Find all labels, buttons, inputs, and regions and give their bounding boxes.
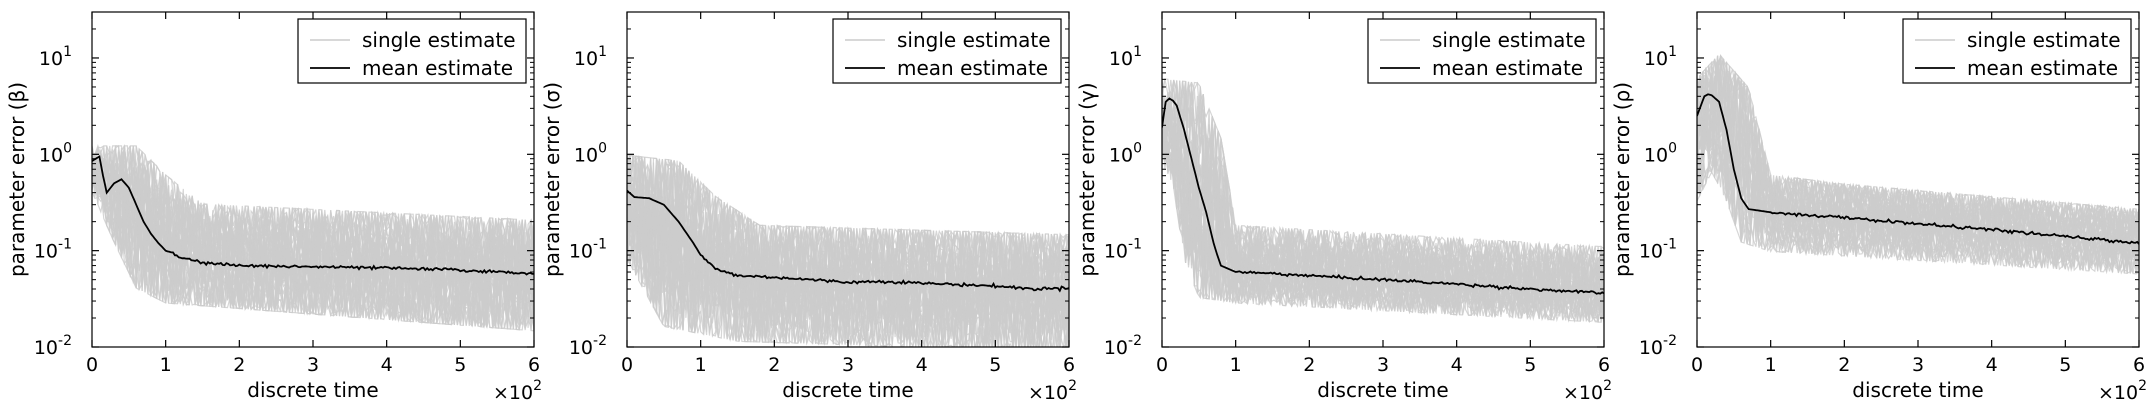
y-axis-label: parameter error (ρ) [1610,82,1634,277]
mean-estimate-line [92,155,534,276]
y-tick-label: 100 [1644,140,1677,166]
x-tick-label: 5 [454,354,466,376]
single-estimate-line [92,165,534,331]
mean-estimate-line [1162,97,1604,295]
x-axis-label: discrete time [1317,378,1448,402]
x-tick-label: 6 [528,354,540,376]
chart-panel: 0 1 2 3 4 5 6 10-2 10-1 100 101 discrete time parame… [1610,11,2147,404]
single-estimate-line [92,145,534,328]
single-estimate-line [1697,134,2139,274]
y-axis-label: parameter error (β) [5,82,29,277]
legend: single estimate mean estimate [1902,18,2132,84]
legend-entry: mean estimate [1432,56,1583,80]
single-estimate-line [92,145,534,297]
single-estimate-traces [92,144,534,332]
x-axis-label: discrete time [247,378,378,402]
single-estimate-line [1162,81,1604,294]
single-estimate-traces [627,153,1069,347]
x-tick-label: 1 [695,354,707,376]
y-tick-label: 10-2 [569,333,607,359]
x-tick-label: 2 [768,354,780,376]
x-tick-label: 5 [989,354,1001,376]
single-estimate-line [627,163,1069,347]
single-estimate-line [92,151,534,313]
y-tick-label: 10-1 [34,237,72,263]
legend-entry: single estimate [362,28,516,52]
single-estimate-line [1697,56,2139,264]
y-tick-label: 10-1 [1639,237,1677,263]
x-tick-label: 1 [1230,354,1242,376]
chart-panel: 0 1 2 3 4 5 6 10-2 10-1 100 101 discrete time parame… [540,11,1077,404]
x-tick-label: 2 [1838,354,1850,376]
x-tick-label: 3 [842,354,854,376]
single-estimate-line [92,153,534,328]
chart-panel: 0 1 2 3 4 5 6 10-2 10-1 100 101 discrete time parame… [1075,11,1612,404]
y-tick-label: 100 [39,140,72,166]
x-tick-label: 6 [2133,354,2145,376]
mean-estimate-line [1697,93,2139,245]
x-tick-label: 6 [1598,354,1610,376]
y-tick-label: 101 [39,44,72,70]
single-estimate-line [1697,108,2139,268]
mean-estimate-line [627,189,1069,293]
y-axis-label: parameter error (γ) [1075,82,1099,276]
x-tick-label: 4 [1986,354,1998,376]
single-estimate-line [627,154,1069,284]
x-tick-label: 2 [1303,354,1315,376]
y-tick-label: 10-2 [34,333,72,359]
x-tick-label: 1 [160,354,172,376]
chart-panel: 0 1 2 3 4 5 6 10-2 10-1 100 101 discrete time parame… [5,11,542,404]
x-axis-label: discrete time [1852,378,1983,402]
single-estimate-line [627,207,1069,347]
single-estimate-line [1697,134,2139,267]
single-estimate-traces [1162,78,1604,324]
x-tick-label: 2 [233,354,245,376]
x-tick-label: 0 [86,354,98,376]
x-axis-label: discrete time [782,378,913,402]
y-tick-label: 101 [1644,44,1677,70]
x-tick-label: 4 [916,354,928,376]
x-tick-label: 3 [1377,354,1389,376]
legend-entry: mean estimate [897,56,1048,80]
y-tick-label: 100 [1109,140,1142,166]
single-estimate-line [1162,112,1604,308]
legend: single estimate mean estimate [1367,18,1597,84]
x-multiplier-label: ×102 [1028,378,1077,404]
y-tick-label: 10-2 [1104,333,1142,359]
y-tick-label: 10-1 [1104,237,1142,263]
legend-entry: single estimate [1967,28,2121,52]
x-tick-label: 3 [1912,354,1924,376]
x-tick-label: 5 [2059,354,2071,376]
single-estimate-line [1162,79,1604,295]
y-tick-label: 10-1 [569,237,607,263]
x-multiplier-label: ×102 [1563,378,1612,404]
y-tick-label: 100 [574,140,607,166]
legend-entry: single estimate [897,28,1051,52]
single-estimate-line [1697,58,2139,247]
x-multiplier-label: ×102 [2098,378,2147,404]
x-tick-label: 5 [1524,354,1536,376]
x-tick-label: 0 [1691,354,1703,376]
y-tick-label: 101 [574,44,607,70]
single-estimate-line [627,186,1069,321]
x-tick-label: 1 [1765,354,1777,376]
x-tick-label: 6 [1063,354,1075,376]
single-estimate-traces [1697,53,2139,275]
y-tick-label: 101 [1109,44,1142,70]
x-tick-label: 0 [621,354,633,376]
legend-entry: single estimate [1432,28,1586,52]
x-tick-label: 0 [1156,354,1168,376]
legend-entry: mean estimate [362,56,513,80]
legend: single estimate mean estimate [832,18,1062,84]
x-tick-label: 4 [381,354,393,376]
x-tick-label: 3 [307,354,319,376]
legend: single estimate mean estimate [297,18,527,84]
x-multiplier-label: ×102 [493,378,542,404]
y-tick-label: 10-2 [1639,333,1677,359]
x-tick-label: 4 [1451,354,1463,376]
y-axis-label: parameter error (σ) [540,82,564,277]
legend-entry: mean estimate [1967,56,2118,80]
single-estimate-line [92,144,534,264]
